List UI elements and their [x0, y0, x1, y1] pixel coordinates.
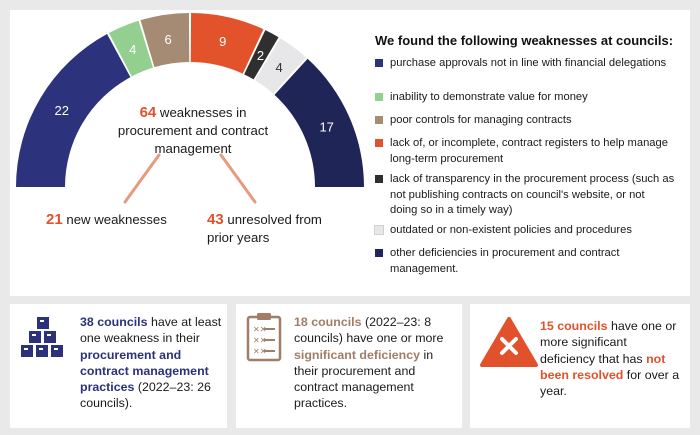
- card-2-text-part: (2022–23: 8 councils) have one or more: [294, 315, 444, 346]
- card-1-highlight: 38 councils: [80, 315, 148, 329]
- svg-text:✕✕: ✕✕: [253, 325, 266, 334]
- card-3-text-part: have one or more significant deficiency …: [540, 319, 677, 366]
- card-1-emphasis: procurement and contract management prac…: [80, 347, 209, 395]
- gauge-segment-value: 2: [257, 48, 264, 63]
- legend-item-other-deficiencies: other deficiencies in procurement and co…: [375, 246, 675, 277]
- total-weaknesses-text: weaknesses in procurement and contract m…: [117, 105, 269, 156]
- legend-item-label: lack of, or incomplete, contract registe…: [390, 137, 668, 165]
- legend-title: We found the following weaknesses at cou…: [375, 33, 674, 48]
- legend-item-value-for-money: inability to demonstrate value for money: [375, 90, 675, 106]
- gauge-segment-value: 17: [319, 119, 333, 134]
- gauge-segment-value: 6: [164, 32, 171, 47]
- card-1-text-part: have at least one weakness in their: [80, 315, 222, 346]
- card-1-text-part: (2022–23: 26 councils).: [80, 380, 211, 411]
- legend-item-label: outdated or non-existent policies and pr…: [390, 224, 632, 236]
- connector-line-new: [123, 153, 161, 204]
- legend-swatch: [375, 175, 383, 183]
- svg-text:✕✕: ✕✕: [253, 336, 266, 345]
- legend-item-label: other deficiencies in procurement and co…: [390, 247, 620, 275]
- legend-swatch: [375, 59, 383, 67]
- gauge-segment: [254, 38, 307, 94]
- card-3-text-part: for over a year.: [540, 367, 680, 399]
- gauge-segment: [108, 20, 153, 77]
- new-weaknesses-text: new weaknesses: [66, 212, 167, 227]
- legend-item-purchase-approvals: purchase approvals not in line with fina…: [375, 56, 675, 72]
- legend-item-label: lack of transparency in the procurement …: [390, 173, 675, 216]
- gauge-segment: [190, 13, 264, 74]
- legend-swatch: [375, 139, 383, 147]
- gauge-segment-value: 9: [219, 34, 226, 49]
- legend-swatch: [374, 225, 384, 235]
- legend-item-label: poor controls for managing contracts: [390, 114, 572, 126]
- card-3-highlight: 15 councils: [540, 319, 608, 333]
- gauge-segment-value: 4: [129, 42, 136, 57]
- card-1-text: 38 councils have at least one weakness i…: [80, 314, 222, 412]
- card-3-text: 15 councils have one or more significant…: [540, 318, 685, 399]
- unresolved-weaknesses-label: 43 unresolved from prior years: [207, 211, 325, 247]
- checklist-clipboard-icon: ✕✕ ✕✕ ✕✕: [246, 313, 282, 362]
- card-3-emphasis: not been resolved: [540, 351, 666, 382]
- stat-card-significant-deficiency: ✕✕ ✕✕ ✕✕ 18 councils (2022–23: 8 council…: [236, 304, 462, 428]
- legend-item-label: inability to demonstrate value for money: [390, 91, 588, 103]
- gauge-center-label: 64 weaknesses in procurement and contrac…: [108, 104, 278, 158]
- legend-item-transparency: lack of transparency in the procurement …: [375, 172, 675, 219]
- boxes-pyramid-icon: [21, 317, 63, 357]
- legend-item-contract-registers: lack of, or incomplete, contract registe…: [375, 136, 675, 167]
- gauge-segment: [16, 34, 131, 188]
- gauge-segment: [274, 58, 364, 187]
- legend-swatch: [375, 116, 383, 124]
- gauge-segment: [244, 30, 279, 80]
- stat-card-councils-with-weakness: 38 councils have at least one weakness i…: [10, 304, 227, 428]
- connector-line-unresolved: [219, 153, 257, 204]
- total-weaknesses-value: 64: [139, 104, 157, 121]
- gauge-segment-value: 22: [55, 103, 69, 118]
- legend-swatch: [375, 93, 383, 101]
- svg-text:✕✕: ✕✕: [253, 347, 266, 356]
- legend-item-contract-controls: poor controls for managing contracts: [375, 113, 675, 129]
- legend-swatch: [375, 249, 383, 257]
- new-weaknesses-label: 21 new weaknesses: [46, 211, 167, 228]
- warning-cross-icon: [480, 317, 538, 367]
- unresolved-weaknesses-text: unresolved from prior years: [207, 212, 322, 245]
- gauge-segment-value: 4: [275, 60, 282, 75]
- legend-item-label: purchase approvals not in line with fina…: [390, 57, 667, 69]
- card-2-text-part: in their procurement and contract manage…: [294, 347, 434, 411]
- stat-card-unresolved-deficiency: 15 councils have one or more significant…: [470, 304, 690, 428]
- gauge-segment: [140, 13, 190, 68]
- new-weaknesses-value: 21: [46, 211, 63, 228]
- unresolved-weaknesses-value: 43: [207, 211, 224, 228]
- card-2-highlight: 18 councils: [294, 315, 362, 329]
- card-2-text: 18 councils (2022–23: 8 councils) have o…: [294, 314, 456, 412]
- legend-item-policies: outdated or non-existent policies and pr…: [374, 223, 675, 239]
- card-2-emphasis: significant deficiency: [294, 347, 421, 362]
